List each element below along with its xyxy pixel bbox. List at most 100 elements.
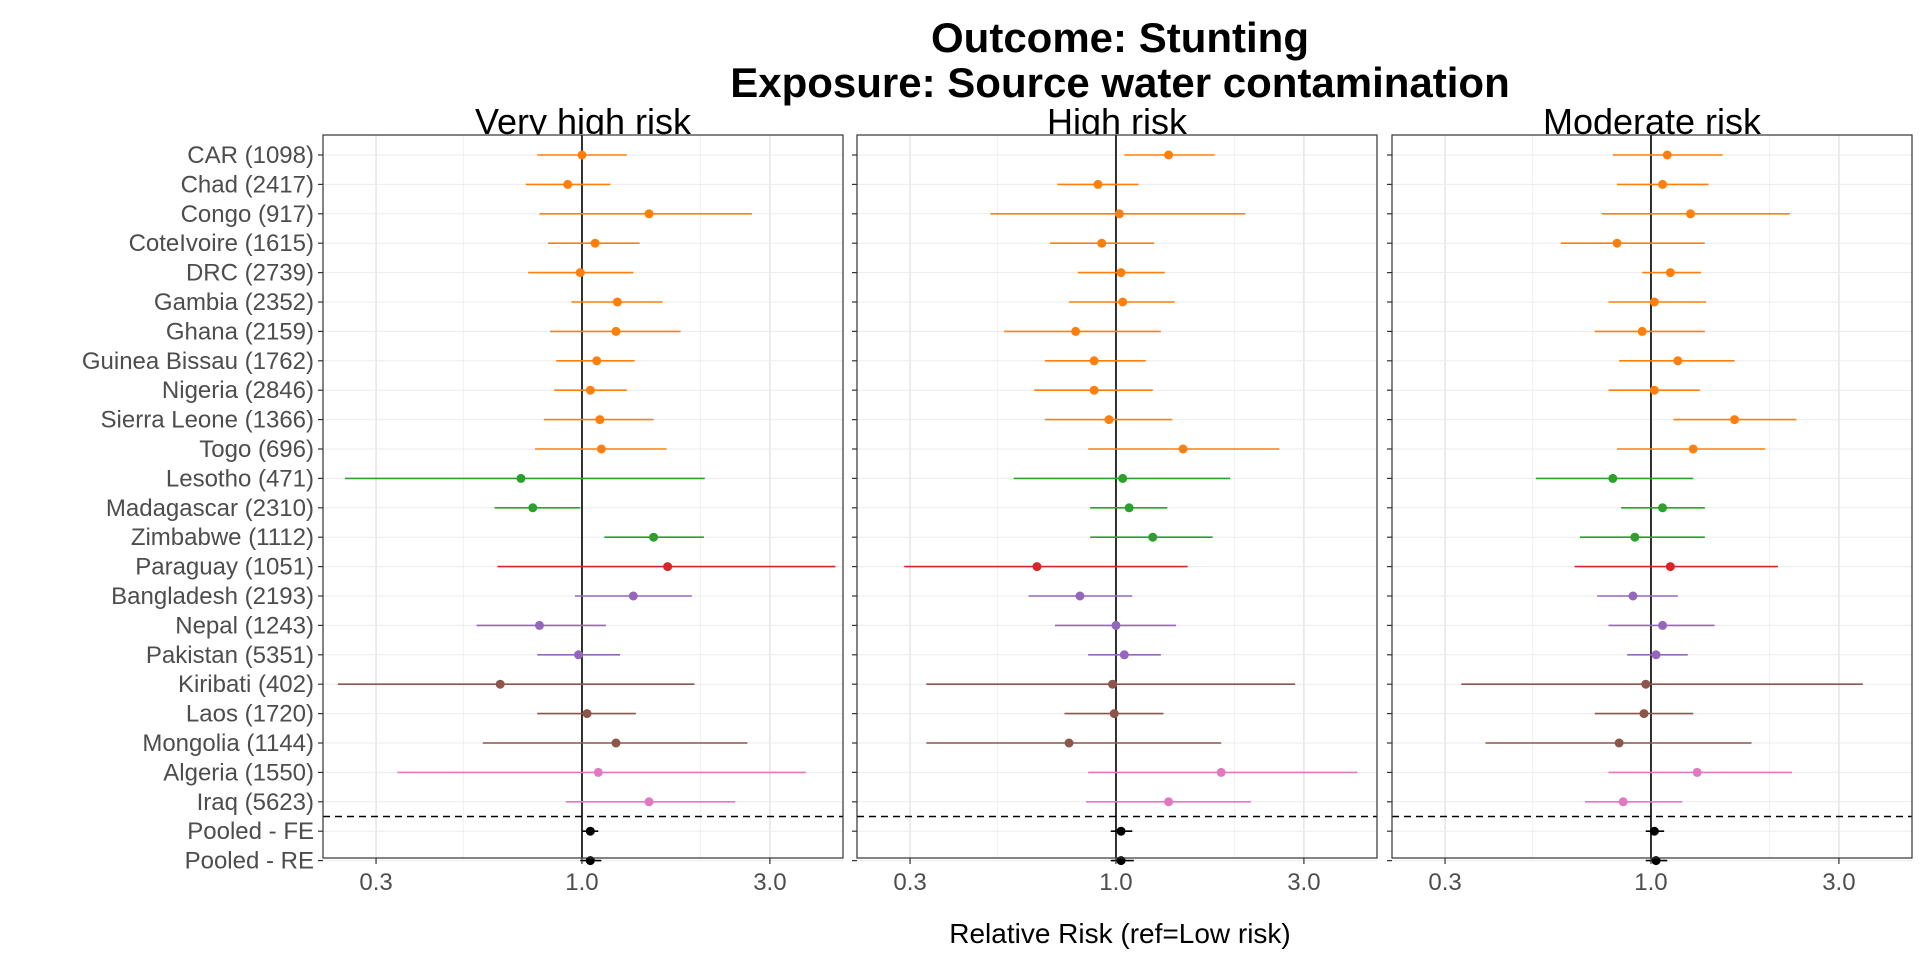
point-estimate bbox=[1124, 503, 1134, 513]
point-estimate bbox=[1612, 238, 1622, 248]
point-estimate bbox=[577, 150, 587, 160]
row-label: Paraguay (1051) bbox=[135, 554, 314, 581]
row-label: Madagascar (2310) bbox=[106, 495, 314, 522]
point-estimate bbox=[528, 503, 538, 513]
point-estimate bbox=[1089, 385, 1099, 395]
point-estimate bbox=[612, 297, 622, 307]
point-estimate bbox=[534, 620, 544, 630]
row-label: Iraq (5623) bbox=[197, 789, 314, 816]
point-estimate bbox=[1692, 767, 1702, 777]
row-label: Laos (1720) bbox=[186, 701, 314, 728]
point-estimate bbox=[1637, 326, 1647, 336]
row-label: Chad (2417) bbox=[181, 171, 314, 198]
x-axis-label: Relative Risk (ref=Low risk) bbox=[949, 918, 1291, 949]
point-estimate bbox=[1608, 473, 1618, 483]
point-estimate bbox=[1216, 767, 1226, 777]
panel-background bbox=[857, 135, 1377, 858]
point-estimate bbox=[1658, 179, 1668, 189]
point-estimate bbox=[611, 326, 621, 336]
point-estimate bbox=[563, 179, 573, 189]
x-tick-label: 3.0 bbox=[1287, 869, 1320, 896]
point-estimate bbox=[596, 444, 606, 454]
row-label: Pooled - RE bbox=[185, 848, 314, 875]
panel-border bbox=[856, 134, 1378, 859]
row-label: Bangladesh (2193) bbox=[111, 583, 314, 610]
row-label: Algeria (1550) bbox=[163, 759, 314, 786]
point-estimate bbox=[1178, 444, 1188, 454]
row-label: Guinea Bissau (1762) bbox=[82, 348, 314, 375]
point-estimate bbox=[1109, 709, 1119, 719]
row-label: Nepal (1243) bbox=[175, 612, 314, 639]
point-estimate bbox=[1064, 738, 1074, 748]
point-estimate bbox=[1118, 297, 1128, 307]
point-estimate bbox=[582, 709, 592, 719]
point-estimate bbox=[1093, 179, 1103, 189]
chart-title-line-1: Outcome: Stunting bbox=[931, 14, 1309, 61]
row-label: Congo (917) bbox=[181, 201, 314, 228]
point-estimate bbox=[1116, 826, 1126, 836]
point-estimate bbox=[1104, 415, 1114, 425]
point-estimate bbox=[1658, 503, 1668, 513]
row-label: CAR (1098) bbox=[187, 142, 314, 169]
row-label: Nigeria (2846) bbox=[162, 377, 314, 404]
point-estimate bbox=[1649, 385, 1659, 395]
point-estimate bbox=[1108, 679, 1118, 689]
x-tick-label: 0.3 bbox=[893, 869, 926, 896]
row-label: Mongolia (1144) bbox=[142, 730, 314, 757]
point-estimate bbox=[1148, 532, 1158, 542]
point-estimate bbox=[585, 826, 595, 836]
point-estimate bbox=[1665, 268, 1675, 278]
row-label: Pakistan (5351) bbox=[146, 642, 314, 669]
row-label: Kiribati (402) bbox=[178, 671, 314, 698]
point-estimate bbox=[595, 415, 605, 425]
x-tick-label: 0.3 bbox=[359, 869, 392, 896]
point-estimate bbox=[1032, 562, 1042, 572]
point-estimate bbox=[1164, 150, 1174, 160]
x-tick-label: 1.0 bbox=[565, 869, 598, 896]
point-estimate bbox=[1641, 679, 1651, 689]
point-estimate bbox=[593, 767, 603, 777]
panel-background bbox=[323, 135, 843, 858]
point-estimate bbox=[575, 268, 585, 278]
point-estimate bbox=[644, 209, 654, 219]
point-estimate bbox=[1665, 562, 1675, 572]
x-tick-label: 3.0 bbox=[1822, 869, 1855, 896]
point-estimate bbox=[495, 679, 505, 689]
row-label: DRC (2739) bbox=[186, 260, 314, 287]
row-label: Togo (696) bbox=[199, 436, 314, 463]
point-estimate bbox=[1730, 415, 1740, 425]
point-estimate bbox=[1688, 444, 1698, 454]
row-label: Zimbabwe (1112) bbox=[131, 524, 314, 551]
panel-border bbox=[1391, 134, 1913, 859]
point-estimate bbox=[1628, 591, 1638, 601]
point-estimate bbox=[1116, 268, 1126, 278]
row-labels: CAR (1098)Chad (2417) Congo (917)CoteIvoi… bbox=[82, 142, 314, 875]
point-estimate bbox=[516, 473, 526, 483]
point-estimate bbox=[574, 650, 584, 660]
x-tick-label: 1.0 bbox=[1099, 869, 1132, 896]
chart-title-line-2: Exposure: Source water contamination bbox=[730, 59, 1510, 106]
x-tick-label: 3.0 bbox=[753, 869, 786, 896]
point-estimate bbox=[1114, 209, 1124, 219]
point-estimate bbox=[611, 738, 621, 748]
point-estimate bbox=[1071, 326, 1081, 336]
point-estimate bbox=[1686, 209, 1696, 219]
point-estimate bbox=[644, 797, 654, 807]
point-estimate bbox=[1618, 797, 1628, 807]
panel-background bbox=[1392, 135, 1912, 858]
row-label: CoteIvoire (1615) bbox=[129, 230, 314, 257]
point-estimate bbox=[1673, 356, 1683, 366]
point-estimate bbox=[585, 385, 595, 395]
point-estimate bbox=[1119, 650, 1129, 660]
panel-border bbox=[322, 134, 844, 859]
point-estimate bbox=[592, 356, 602, 366]
point-estimate bbox=[1662, 150, 1672, 160]
point-estimate bbox=[1164, 797, 1174, 807]
row-label: Lesotho (471) bbox=[166, 465, 314, 492]
point-estimate bbox=[1639, 709, 1649, 719]
